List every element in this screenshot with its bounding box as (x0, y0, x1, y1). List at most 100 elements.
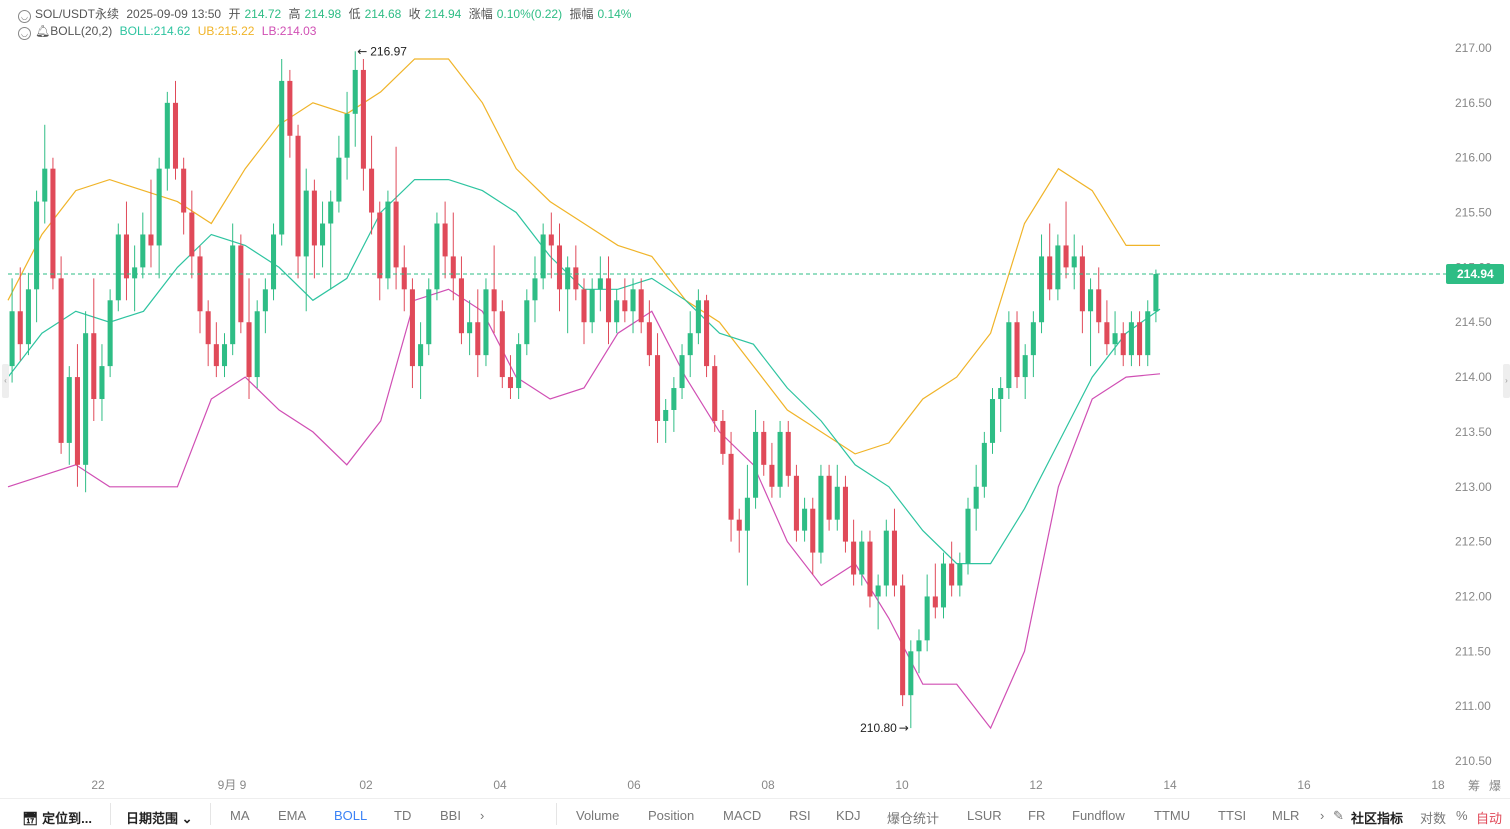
indicator-ema[interactable]: EMA (278, 808, 307, 823)
eye-icon[interactable]: ◡ (18, 27, 31, 40)
price-chart[interactable]: 217.00216.50216.00215.50215.00214.50214.… (0, 0, 1510, 798)
indicator-lsur[interactable]: LSUR (967, 808, 1002, 823)
candle-body (303, 190, 309, 257)
candle-body (42, 168, 48, 202)
high-annotation: ← 216.97 (357, 44, 407, 58)
candle-body (385, 201, 391, 279)
candle (1055, 234, 1061, 301)
candle (924, 574, 930, 652)
last-price-tag: 214.94 (1446, 263, 1504, 284)
candle-body (270, 234, 277, 290)
high-annotation-label: 216.97 (370, 44, 407, 58)
y-tick-label: 210.50 (1455, 754, 1492, 768)
candle (1071, 234, 1077, 290)
candle (1063, 201, 1069, 279)
candle-body (1112, 333, 1118, 345)
chips-label[interactable]: 筹 (1468, 779, 1480, 793)
locate-button[interactable]: 📅︎ 定位到... (22, 808, 92, 827)
candle (1137, 311, 1143, 367)
candle-body (989, 399, 996, 443)
indicator-bbi[interactable]: BBI (440, 808, 461, 823)
candle (810, 497, 816, 575)
candle (1153, 269, 1159, 323)
legend-datetime: 2025-09-09 13:50 (126, 7, 222, 21)
candle-body (548, 234, 554, 246)
divider (110, 803, 111, 825)
bell-icon[interactable]: 🔔︎ (35, 24, 51, 38)
candle (287, 69, 293, 158)
scroll-right-handle[interactable]: › (1503, 364, 1510, 398)
indicator-ma[interactable]: MA (230, 808, 250, 823)
date-range-dropdown[interactable]: 日期范围 ⌄ (126, 808, 193, 827)
candle (654, 333, 661, 443)
indicator-volume[interactable]: Volume (576, 808, 620, 823)
candle (548, 212, 554, 279)
indicator-kdj[interactable]: KDJ (836, 808, 861, 823)
percent-toggle[interactable]: % (1456, 808, 1468, 823)
candle-body (1096, 289, 1102, 323)
indicator-macd[interactable]: MACD (723, 808, 762, 823)
eye-icon[interactable]: ◡ (18, 10, 31, 23)
community-indicators[interactable]: 社区指标 (1351, 811, 1404, 826)
candle (1112, 311, 1118, 356)
candle (630, 278, 636, 334)
candle (99, 344, 105, 421)
boll-lb-line (7, 288, 1161, 730)
candle (262, 278, 268, 334)
candle-body (1006, 322, 1012, 389)
candle (704, 294, 710, 378)
candle (581, 278, 587, 345)
indicator-ttsi[interactable]: TTSI (1218, 808, 1247, 823)
candle (940, 552, 947, 619)
indicator-position[interactable]: Position (648, 808, 695, 823)
indicator-rsi[interactable]: RSI (789, 808, 811, 823)
candle (254, 300, 260, 389)
candle-body (965, 508, 971, 564)
candle (246, 278, 252, 400)
candle (320, 201, 326, 268)
candle-body (1047, 256, 1053, 290)
candle-body (981, 442, 987, 487)
candle-body (34, 201, 40, 290)
candle (336, 135, 342, 213)
scroll-left-handle[interactable]: ‹ (2, 364, 9, 398)
legend-amp-label: 振幅 (569, 7, 594, 21)
indicator-fundflow[interactable]: Fundflow (1072, 808, 1125, 823)
calendar-icon: 📅︎ (22, 811, 43, 826)
candle-body (654, 355, 661, 421)
candle (785, 420, 791, 487)
candle-body (851, 541, 857, 575)
y-tick-label: 216.00 (1455, 151, 1492, 165)
y-tick-label: 212.50 (1455, 535, 1492, 549)
indicator-liquidation[interactable]: 爆仓统计 (887, 811, 940, 826)
candle-body (295, 135, 301, 257)
candle (638, 278, 644, 334)
candle-body (17, 311, 23, 345)
auto-scale-toggle[interactable]: 自动 (1476, 811, 1503, 826)
candle-body (409, 289, 415, 367)
candle (475, 289, 481, 378)
candle-body (401, 267, 407, 290)
log-scale-toggle[interactable]: 对数 (1420, 811, 1447, 826)
x-tick-label: 10 (895, 778, 909, 792)
candle-body (753, 431, 759, 498)
indicator-boll[interactable]: BOLL (334, 808, 368, 823)
candle (1006, 311, 1012, 400)
divider (210, 803, 211, 825)
candle (720, 409, 726, 465)
candle (949, 541, 955, 597)
indicator-ttmu[interactable]: TTMU (1154, 808, 1191, 823)
candle-body (785, 431, 791, 476)
indicator-fr[interactable]: FR (1028, 808, 1046, 823)
burst-label[interactable]: 爆 (1489, 779, 1501, 793)
chevron-right-icon[interactable]: › (1320, 808, 1325, 823)
candle-body (99, 366, 105, 400)
candle-body (1071, 256, 1077, 268)
low-arrow-icon: → (899, 721, 909, 735)
chevron-right-icon[interactable]: › (480, 808, 485, 823)
indicator-td[interactable]: TD (394, 808, 412, 823)
candle-body (1063, 245, 1069, 268)
indicator-mlr[interactable]: MLR (1272, 808, 1300, 823)
candle-body (605, 278, 612, 323)
edit-icon[interactable]: ✎ (1333, 808, 1344, 823)
